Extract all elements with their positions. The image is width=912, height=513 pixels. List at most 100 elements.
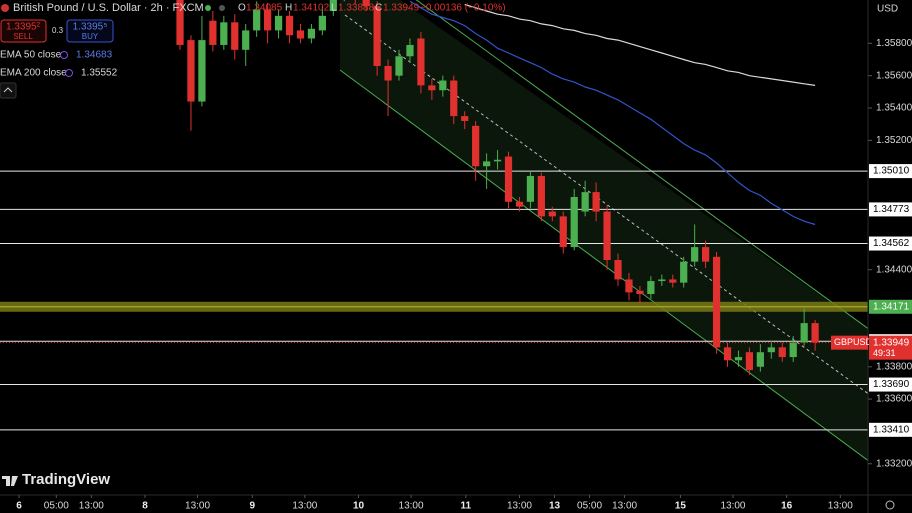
candle-body <box>526 175 535 202</box>
symbol-title: British Pound / U.S. Dollar · 2h · FXCM <box>13 2 204 14</box>
candle-body <box>318 15 326 31</box>
channel-lower <box>339 69 868 462</box>
symbol-tag <box>831 335 868 350</box>
indicator-name: EMA 200 close <box>0 68 67 79</box>
y-tick-label: 1.35400 <box>876 103 912 114</box>
countdown: 49:31 <box>873 348 896 358</box>
price-tag <box>869 335 912 360</box>
candle-body <box>209 20 217 45</box>
candle-body <box>647 281 655 294</box>
candle-body <box>198 40 206 102</box>
candle-body <box>712 256 721 348</box>
candle-body <box>745 352 754 370</box>
x-tick-label: 9 <box>250 501 256 512</box>
candle-body <box>734 357 743 361</box>
collapse-button[interactable] <box>0 82 17 99</box>
status-dot <box>219 5 225 11</box>
candle-body <box>778 347 786 358</box>
indicator-icon[interactable] <box>60 51 68 59</box>
candle-body <box>439 80 447 91</box>
currency[interactable]: USD <box>877 4 898 15</box>
level-tag <box>869 236 912 251</box>
channel-upper <box>415 0 868 330</box>
y-tick-label: 1.35600 <box>876 70 912 81</box>
candle-body <box>384 65 392 81</box>
x-tick-label: 13:00 <box>507 501 532 512</box>
candle-body <box>636 290 644 294</box>
candle-body <box>493 159 502 162</box>
ohlc-value: 1.34085 <box>246 3 283 14</box>
candle-body <box>756 352 764 367</box>
spread: 0.3 <box>52 26 64 35</box>
ohlc-change: −0.00136 (−0.10%) <box>420 3 506 14</box>
candle-body <box>296 30 305 39</box>
status-dot <box>205 5 211 11</box>
candle-body <box>789 342 797 358</box>
indicator-icon[interactable] <box>65 69 73 77</box>
channel-center <box>344 14 868 395</box>
candle-body <box>614 260 622 280</box>
candle-body <box>274 15 283 31</box>
candle-body <box>603 211 611 261</box>
candle-body <box>669 279 677 283</box>
x-tick-label: 15 <box>675 501 687 512</box>
ohlc-value: 1.34102 <box>293 3 330 14</box>
level-tag <box>869 299 912 314</box>
candle-body <box>187 40 195 102</box>
candle-body <box>264 9 272 31</box>
x-tick-label: 05:00 <box>577 501 602 512</box>
symbol-icon <box>1 4 9 12</box>
sell-label[interactable]: SELL <box>13 32 33 41</box>
symbol-label: GBPUSD <box>834 337 873 347</box>
ohlc-label: L <box>331 3 337 14</box>
buy-button[interactable] <box>66 19 114 43</box>
plot <box>0 0 868 431</box>
candle-body <box>767 347 775 353</box>
x-tick-label: 13:00 <box>399 501 424 512</box>
y-tick-label: 1.33200 <box>876 458 912 469</box>
level-tag <box>869 164 912 179</box>
candle-body <box>504 156 513 202</box>
x-tick-label: 13:00 <box>612 501 637 512</box>
ema-line <box>409 0 816 226</box>
candle-body <box>253 9 261 31</box>
level-label: 1.34171 <box>873 301 910 312</box>
x-tick-label: 13:00 <box>720 501 745 512</box>
candle-body <box>231 22 239 50</box>
candle-body <box>537 175 545 217</box>
price-label: 1.33949 <box>873 337 910 348</box>
candle-body <box>559 216 567 248</box>
axes: 1.35800 1.35600 1.35400 1.35200 1.34400 1.338… <box>16 38 912 512</box>
candle-body <box>329 0 337 11</box>
buy-price[interactable]: 1.3395⁵ <box>73 22 108 33</box>
x-tick-label: 10 <box>353 501 365 512</box>
sell-price[interactable]: 1.3395² <box>6 22 41 33</box>
ohlc-label: O <box>238 3 246 14</box>
ohlc-label: C <box>375 3 382 14</box>
collapse-icon[interactable] <box>3 87 13 93</box>
candle-body <box>461 116 469 121</box>
sell-button[interactable] <box>0 19 47 43</box>
candle-body <box>581 192 589 212</box>
candle-body <box>680 261 688 283</box>
candle-body <box>483 161 491 167</box>
candle-body <box>691 247 699 262</box>
candle-body <box>723 347 732 361</box>
ohlc-value: 1.33949 <box>383 3 420 14</box>
candle-body <box>548 211 556 217</box>
level-tag <box>869 377 912 392</box>
level-label: 1.33690 <box>873 379 910 390</box>
y-tick-label: 1.33600 <box>876 394 912 405</box>
settings-icon[interactable] <box>885 500 895 510</box>
indicator-value: 1.35552 <box>81 68 118 79</box>
x-tick-label: 6 <box>16 501 22 512</box>
candle-body <box>450 80 458 117</box>
candle-body <box>285 15 294 36</box>
candle-body <box>362 0 370 7</box>
level-label: 1.34562 <box>873 238 910 249</box>
buy-label[interactable]: BUY <box>82 32 99 41</box>
level-tag <box>869 202 912 217</box>
candle-body <box>515 201 524 207</box>
y-tick-label: 1.35200 <box>876 135 912 146</box>
